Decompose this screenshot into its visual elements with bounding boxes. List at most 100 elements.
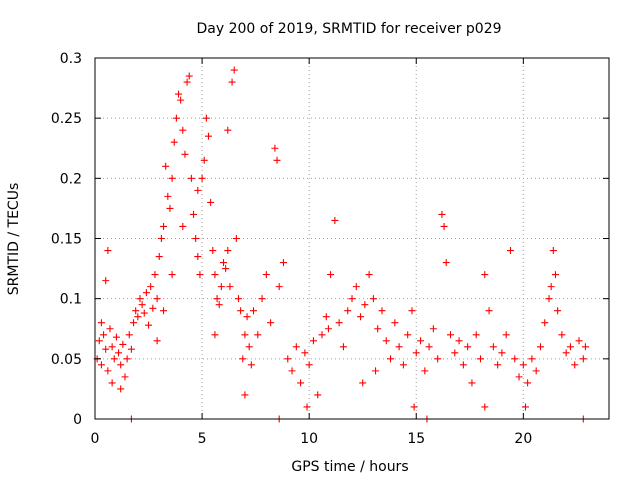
data-point bbox=[117, 361, 125, 369]
data-point bbox=[202, 114, 210, 122]
data-point bbox=[138, 301, 146, 309]
data-point bbox=[100, 331, 108, 339]
data-point bbox=[160, 307, 168, 315]
data-point bbox=[438, 210, 446, 218]
data-point bbox=[168, 271, 176, 279]
data-point bbox=[258, 295, 266, 303]
data-point bbox=[196, 271, 204, 279]
data-point bbox=[125, 331, 133, 339]
data-point bbox=[579, 355, 587, 363]
data-point bbox=[222, 265, 230, 273]
data-point bbox=[97, 361, 105, 369]
data-point bbox=[207, 198, 215, 206]
data-point bbox=[157, 235, 165, 242]
data-point bbox=[183, 78, 191, 86]
data-point bbox=[104, 367, 112, 375]
data-point bbox=[481, 271, 489, 279]
data-point bbox=[237, 307, 245, 315]
data-point bbox=[532, 367, 540, 375]
grid-lines bbox=[95, 58, 609, 419]
data-point bbox=[215, 301, 223, 309]
data-point bbox=[95, 337, 103, 345]
data-point bbox=[115, 349, 123, 357]
data-point bbox=[140, 309, 148, 317]
data-point bbox=[243, 313, 251, 321]
data-point bbox=[273, 156, 281, 164]
data-point bbox=[108, 343, 116, 351]
data-point bbox=[271, 144, 279, 152]
data-point bbox=[399, 361, 407, 369]
data-point bbox=[153, 337, 161, 345]
data-point bbox=[519, 361, 527, 369]
data-point bbox=[545, 295, 553, 303]
data-point bbox=[185, 72, 193, 80]
data-point bbox=[275, 283, 283, 291]
data-point bbox=[213, 295, 221, 303]
data-point bbox=[451, 349, 459, 357]
data-point bbox=[521, 403, 529, 411]
data-point bbox=[301, 349, 309, 357]
data-point bbox=[249, 307, 257, 315]
data-point bbox=[506, 247, 514, 255]
x-tick-label: 15 bbox=[407, 431, 425, 447]
data-point bbox=[395, 343, 403, 351]
y-tick-label: 0.05 bbox=[51, 352, 82, 368]
data-point bbox=[524, 379, 532, 387]
data-point bbox=[327, 271, 335, 279]
data-point bbox=[181, 150, 189, 158]
data-point bbox=[119, 340, 127, 348]
data-point bbox=[528, 355, 536, 363]
data-point bbox=[421, 367, 429, 375]
data-point bbox=[102, 277, 110, 285]
data-point bbox=[153, 295, 161, 303]
data-point bbox=[382, 337, 390, 345]
data-points bbox=[93, 66, 589, 423]
data-point bbox=[348, 295, 356, 303]
data-point bbox=[417, 337, 425, 345]
x-tick-label: 5 bbox=[198, 431, 207, 447]
data-point bbox=[121, 373, 129, 381]
data-point bbox=[511, 355, 519, 363]
data-point bbox=[190, 210, 198, 218]
data-point bbox=[442, 259, 450, 267]
data-point bbox=[369, 295, 377, 303]
data-point bbox=[97, 319, 105, 327]
data-point bbox=[130, 319, 138, 327]
data-point bbox=[194, 186, 202, 194]
data-point bbox=[110, 355, 118, 363]
data-point bbox=[155, 253, 163, 261]
data-point bbox=[352, 283, 360, 291]
data-point bbox=[217, 283, 225, 291]
data-point bbox=[200, 156, 208, 164]
data-point bbox=[404, 331, 412, 339]
data-point bbox=[408, 307, 416, 315]
data-point bbox=[515, 373, 523, 381]
data-point bbox=[477, 355, 484, 363]
data-point bbox=[245, 343, 253, 351]
y-tick-label: 0.2 bbox=[60, 171, 82, 187]
data-point bbox=[481, 403, 489, 411]
data-point bbox=[162, 162, 170, 170]
data-point bbox=[230, 66, 238, 74]
data-point bbox=[425, 343, 433, 351]
data-point bbox=[551, 271, 559, 279]
data-point bbox=[205, 132, 213, 140]
data-point bbox=[166, 204, 174, 212]
data-point bbox=[575, 337, 583, 345]
y-tick-label: 0 bbox=[73, 412, 82, 428]
data-point bbox=[391, 319, 399, 327]
data-point bbox=[247, 361, 255, 369]
data-point bbox=[472, 331, 480, 339]
data-point bbox=[303, 403, 311, 411]
data-point bbox=[117, 385, 125, 393]
data-point bbox=[378, 307, 386, 315]
data-point bbox=[136, 295, 144, 303]
data-point bbox=[284, 355, 292, 363]
data-point bbox=[241, 391, 249, 399]
data-point bbox=[134, 313, 142, 321]
data-point bbox=[106, 325, 114, 333]
data-point bbox=[361, 301, 369, 309]
data-point bbox=[168, 174, 176, 182]
data-point bbox=[489, 343, 497, 351]
